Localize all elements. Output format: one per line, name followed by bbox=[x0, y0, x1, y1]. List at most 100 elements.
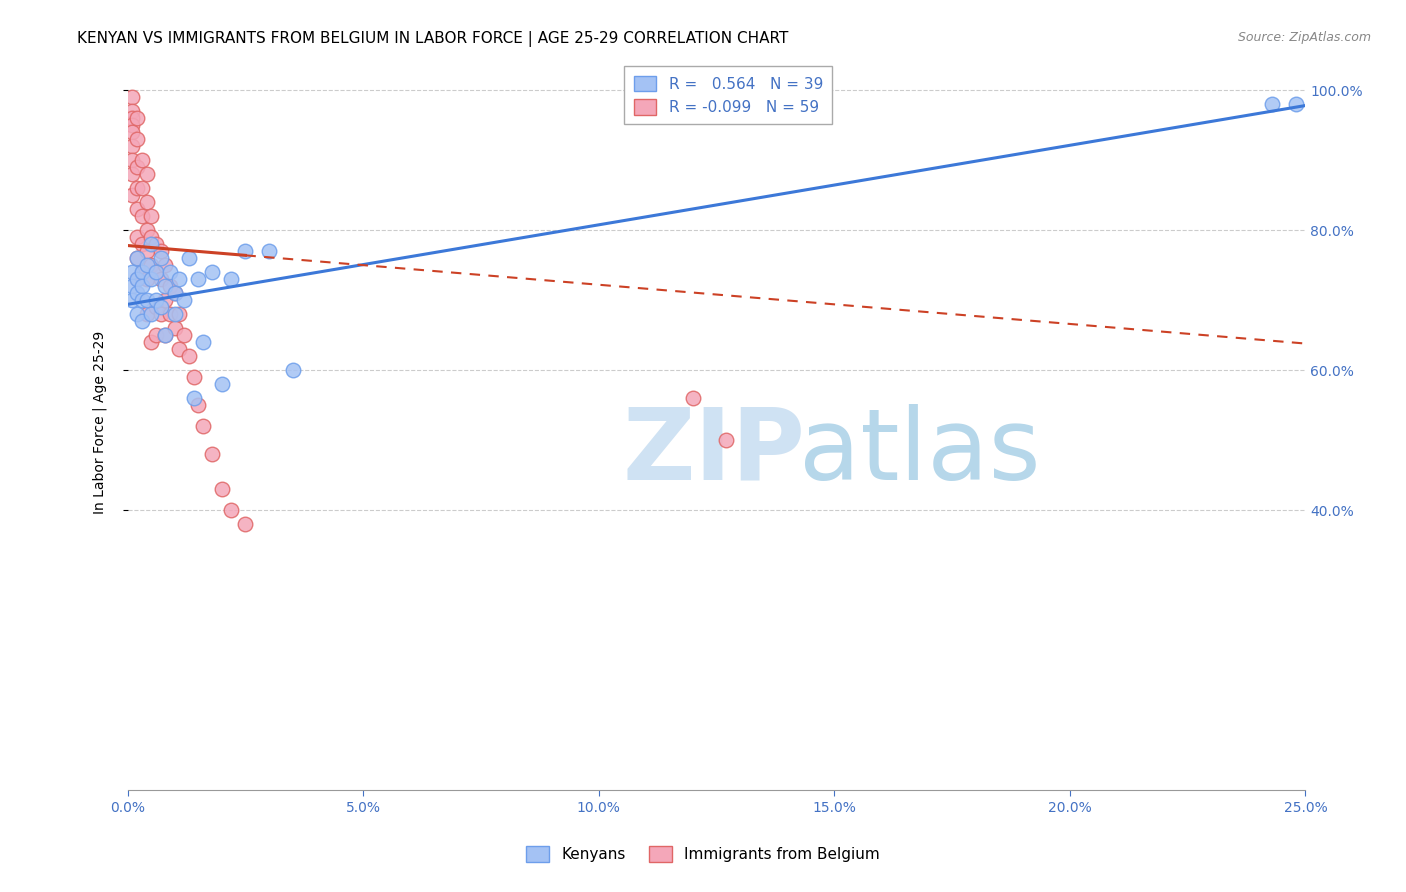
Point bbox=[149, 272, 172, 286]
Point bbox=[191, 335, 214, 350]
Point bbox=[127, 230, 149, 244]
Point bbox=[155, 328, 177, 343]
Point bbox=[131, 293, 153, 307]
Point bbox=[201, 265, 224, 279]
Point bbox=[191, 419, 214, 434]
Point bbox=[211, 482, 233, 496]
Point bbox=[135, 307, 157, 321]
Point bbox=[177, 349, 200, 363]
Point bbox=[141, 237, 163, 252]
Point bbox=[141, 307, 163, 321]
Point bbox=[127, 160, 149, 174]
Point bbox=[257, 244, 280, 259]
Point bbox=[127, 251, 149, 265]
Point bbox=[187, 398, 209, 412]
Point bbox=[121, 188, 143, 202]
Point bbox=[135, 244, 157, 259]
Point bbox=[121, 167, 143, 181]
Point bbox=[221, 272, 243, 286]
Point bbox=[183, 370, 205, 384]
Point bbox=[131, 265, 153, 279]
Point bbox=[149, 300, 172, 314]
Text: atlas: atlas bbox=[799, 403, 1040, 500]
Point bbox=[159, 279, 181, 293]
Point bbox=[145, 237, 167, 252]
Point bbox=[169, 307, 191, 321]
Point bbox=[131, 279, 153, 293]
Point bbox=[131, 265, 153, 279]
Point bbox=[201, 447, 224, 461]
Point bbox=[281, 363, 304, 377]
Point bbox=[163, 307, 186, 321]
Point bbox=[221, 503, 243, 517]
Text: ZIP: ZIP bbox=[623, 403, 806, 500]
Point bbox=[159, 265, 181, 279]
Legend: Kenyans, Immigrants from Belgium: Kenyans, Immigrants from Belgium bbox=[520, 840, 886, 868]
Point bbox=[121, 279, 143, 293]
Point bbox=[169, 272, 191, 286]
Point bbox=[169, 342, 191, 356]
Point bbox=[145, 300, 167, 314]
Y-axis label: In Labor Force | Age 25-29: In Labor Force | Age 25-29 bbox=[93, 331, 107, 515]
Point bbox=[163, 286, 186, 301]
Point bbox=[127, 202, 149, 216]
Point bbox=[155, 328, 177, 343]
Point bbox=[135, 223, 157, 237]
Point bbox=[145, 265, 167, 279]
Point bbox=[127, 251, 149, 265]
Point bbox=[135, 258, 157, 272]
Point bbox=[131, 181, 153, 195]
Legend: R =   0.564   N = 39, R = -0.099   N = 59: R = 0.564 N = 39, R = -0.099 N = 59 bbox=[624, 66, 832, 124]
Point bbox=[145, 265, 167, 279]
Point bbox=[127, 132, 149, 146]
Point bbox=[121, 118, 143, 132]
Point bbox=[127, 111, 149, 125]
Point bbox=[131, 209, 153, 223]
Point bbox=[682, 391, 704, 405]
Point bbox=[131, 314, 153, 328]
Point bbox=[135, 293, 157, 307]
Text: KENYAN VS IMMIGRANTS FROM BELGIUM IN LABOR FORCE | AGE 25-29 CORRELATION CHART: KENYAN VS IMMIGRANTS FROM BELGIUM IN LAB… bbox=[77, 31, 789, 47]
Point bbox=[235, 517, 257, 532]
Point bbox=[183, 391, 205, 405]
Text: Source: ZipAtlas.com: Source: ZipAtlas.com bbox=[1237, 31, 1371, 45]
Point bbox=[159, 307, 181, 321]
Point bbox=[177, 251, 200, 265]
Point bbox=[127, 272, 149, 286]
Point bbox=[121, 265, 143, 279]
Point bbox=[121, 153, 143, 168]
Point bbox=[121, 125, 143, 139]
Point bbox=[1261, 97, 1284, 112]
Point bbox=[135, 195, 157, 210]
Point bbox=[163, 321, 186, 335]
Point bbox=[155, 293, 177, 307]
Point bbox=[141, 209, 163, 223]
Point bbox=[127, 286, 149, 301]
Point bbox=[145, 293, 167, 307]
Point bbox=[127, 272, 149, 286]
Point bbox=[211, 377, 233, 392]
Point bbox=[141, 230, 163, 244]
Point bbox=[131, 153, 153, 168]
Point bbox=[173, 293, 195, 307]
Point bbox=[135, 167, 157, 181]
Point bbox=[121, 139, 143, 153]
Point bbox=[155, 279, 177, 293]
Point bbox=[141, 335, 163, 350]
Point bbox=[235, 244, 257, 259]
Point bbox=[121, 293, 143, 307]
Point bbox=[187, 272, 209, 286]
Point bbox=[149, 244, 172, 259]
Point bbox=[149, 251, 172, 265]
Point bbox=[1285, 97, 1308, 112]
Point bbox=[131, 237, 153, 252]
Point bbox=[149, 307, 172, 321]
Point bbox=[141, 258, 163, 272]
Point bbox=[127, 307, 149, 321]
Point bbox=[135, 272, 157, 286]
Point bbox=[121, 90, 143, 104]
Point bbox=[141, 272, 163, 286]
Point bbox=[163, 286, 186, 301]
Point bbox=[121, 104, 143, 119]
Point bbox=[155, 258, 177, 272]
